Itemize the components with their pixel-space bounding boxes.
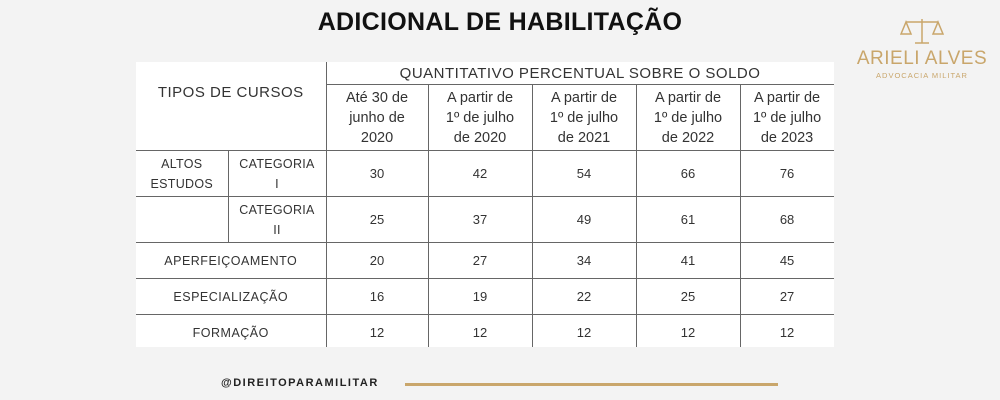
table-row: CATEGORIA II 25 37 49 61 68 [136, 196, 834, 243]
table-cell: 45 [739, 242, 834, 279]
scales-of-justice-icon [900, 19, 944, 44]
table-cell: 12 [325, 314, 429, 347]
column-header: Até 30 de junho de 2020 [325, 84, 429, 151]
table-cell: 22 [531, 278, 637, 315]
rates-table-container: TIPOS DE CURSOS QUANTITATIVO PERCENTUAL … [136, 62, 834, 347]
table-cell: 76 [739, 150, 834, 197]
row-header: TIPOS DE CURSOS [136, 62, 327, 151]
table-cell: 42 [427, 150, 533, 197]
table-row: APERFEIÇOAMENTO 20 27 34 41 45 [136, 242, 834, 279]
social-handle: @DIREITOPARAMILITAR [221, 377, 379, 389]
brand-logo: ARIELI ALVES ADVOCACIA MILITAR [852, 16, 992, 80]
table-cell: 37 [427, 196, 533, 243]
row-sublabel: CATEGORIA II [227, 196, 327, 243]
table-cell: 12 [739, 314, 834, 347]
table-cell: 12 [635, 314, 741, 347]
table-cell: 25 [635, 278, 741, 315]
column-header: A partir de 1º de julho de 2023 [739, 84, 834, 151]
table-row: FORMAÇÃO 12 12 12 12 12 [136, 314, 834, 347]
footer-divider [405, 383, 778, 386]
table-cell: 27 [739, 278, 834, 315]
row-label [136, 196, 229, 243]
table-cell: 66 [635, 150, 741, 197]
row-label: APERFEIÇOAMENTO [136, 242, 327, 279]
table-row: ESPECIALIZAÇÃO 16 19 22 25 27 [136, 278, 834, 315]
table-cell: 30 [325, 150, 429, 197]
table-cell: 19 [427, 278, 533, 315]
rates-table: TIPOS DE CURSOS QUANTITATIVO PERCENTUAL … [136, 62, 834, 347]
table-cell: 27 [427, 242, 533, 279]
table-cell: 68 [739, 196, 834, 243]
table-cell: 25 [325, 196, 429, 243]
table-cell: 12 [531, 314, 637, 347]
table-cell: 16 [325, 278, 429, 315]
row-label: ALTOS ESTUDOS [136, 150, 229, 197]
table-cell: 41 [635, 242, 741, 279]
logo-name: ARIELI ALVES [856, 48, 988, 69]
row-label: ESPECIALIZAÇÃO [136, 278, 327, 315]
table-cell: 54 [531, 150, 637, 197]
column-header: A partir de 1º de julho de 2020 [427, 84, 533, 151]
table-cell: 12 [427, 314, 533, 347]
table-cell: 34 [531, 242, 637, 279]
row-sublabel: CATEGORIA I [227, 150, 327, 197]
table-cell: 49 [531, 196, 637, 243]
table-cell: 61 [635, 196, 741, 243]
row-label: FORMAÇÃO [136, 314, 327, 347]
table-row: ALTOS ESTUDOS CATEGORIA I 30 42 54 66 76 [136, 150, 834, 197]
page-title: ADICIONAL DE HABILITAÇÃO [317, 8, 683, 36]
table-cell: 20 [325, 242, 429, 279]
column-header: A partir de 1º de julho de 2022 [635, 84, 741, 151]
logo-subtitle: ADVOCACIA MILITAR [876, 71, 968, 80]
column-header: A partir de 1º de julho de 2021 [531, 84, 637, 151]
group-header: QUANTITATIVO PERCENTUAL SOBRE O SOLDO [325, 62, 834, 85]
